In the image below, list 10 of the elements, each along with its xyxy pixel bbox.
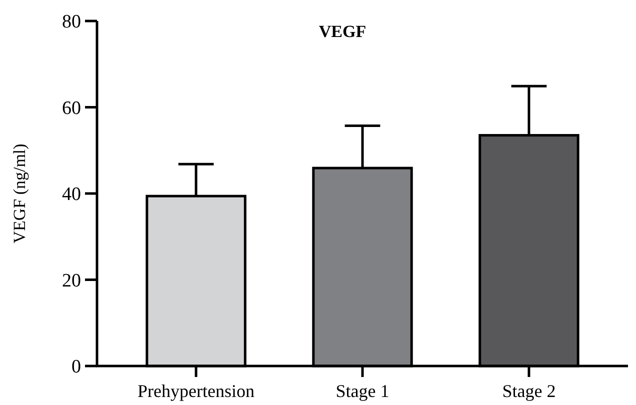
y-axis-title: VEGF (ng/ml) xyxy=(10,144,29,244)
y-tick-label: 0 xyxy=(72,356,81,378)
y-tick-label: 60 xyxy=(62,98,81,119)
x-tick-label: Stage 1 xyxy=(336,381,390,401)
chart-title: VEGF xyxy=(318,22,366,41)
y-tick-label: 80 xyxy=(62,12,81,33)
x-tick-label: Prehypertension xyxy=(138,381,255,401)
y-tick-label: 20 xyxy=(62,270,81,292)
x-tick-label: Stage 2 xyxy=(502,381,556,401)
y-tick-label: 40 xyxy=(62,184,81,206)
